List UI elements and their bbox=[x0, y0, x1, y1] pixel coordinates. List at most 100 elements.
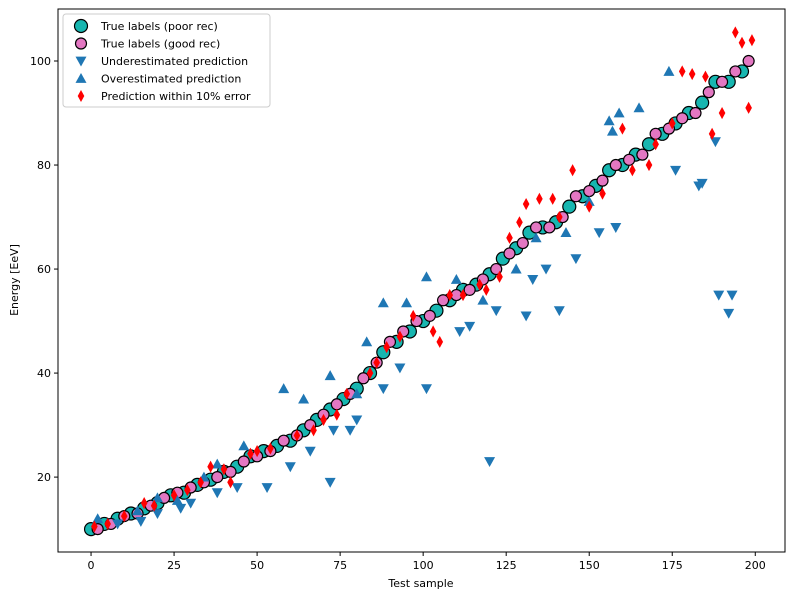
x-axis-label: Test sample bbox=[387, 577, 453, 590]
point bbox=[464, 321, 476, 332]
point bbox=[197, 476, 204, 489]
point bbox=[253, 445, 261, 458]
point bbox=[429, 325, 437, 338]
point bbox=[596, 174, 609, 187]
point bbox=[569, 164, 576, 177]
point bbox=[678, 65, 686, 78]
point bbox=[636, 148, 649, 161]
point bbox=[540, 264, 552, 275]
legend-marker bbox=[75, 56, 87, 67]
point bbox=[396, 330, 404, 343]
points bbox=[83, 26, 756, 537]
point bbox=[247, 447, 254, 460]
point bbox=[327, 425, 339, 436]
y-tick-label: 60 bbox=[37, 263, 51, 276]
point bbox=[175, 503, 187, 514]
point bbox=[459, 289, 467, 302]
y-axis-label: Energy [EeV] bbox=[8, 244, 21, 316]
point bbox=[454, 327, 466, 337]
legend-label: Prediction within 10% error bbox=[101, 90, 251, 103]
point bbox=[560, 227, 572, 238]
point bbox=[211, 488, 223, 499]
point bbox=[351, 415, 363, 426]
point bbox=[436, 335, 444, 348]
legend-label: Overestimated prediction bbox=[101, 73, 241, 86]
point bbox=[446, 289, 454, 302]
point bbox=[593, 228, 605, 239]
point bbox=[231, 483, 243, 494]
point bbox=[383, 341, 390, 354]
point bbox=[184, 484, 191, 497]
point bbox=[409, 309, 417, 322]
point bbox=[357, 372, 370, 385]
point bbox=[585, 200, 593, 213]
legend-marker bbox=[73, 18, 89, 34]
point bbox=[726, 290, 738, 301]
point bbox=[553, 306, 565, 317]
point bbox=[237, 455, 250, 468]
point bbox=[562, 199, 577, 214]
point bbox=[450, 273, 462, 284]
point bbox=[516, 236, 529, 250]
x-tick-label: 25 bbox=[167, 559, 181, 572]
point bbox=[330, 398, 343, 411]
point bbox=[298, 393, 310, 404]
x-tick-label: 175 bbox=[662, 559, 683, 572]
point bbox=[742, 54, 755, 68]
point bbox=[227, 476, 234, 489]
point bbox=[482, 283, 490, 296]
x-tick-label: 200 bbox=[745, 559, 766, 572]
point bbox=[633, 102, 645, 113]
point bbox=[619, 122, 626, 135]
point bbox=[732, 26, 739, 39]
point bbox=[745, 101, 752, 114]
point bbox=[709, 137, 721, 148]
point bbox=[278, 383, 290, 394]
point bbox=[516, 216, 523, 229]
point bbox=[530, 232, 542, 243]
x-tick-label: 75 bbox=[333, 559, 347, 572]
point bbox=[420, 271, 432, 282]
point bbox=[702, 86, 715, 99]
point bbox=[112, 519, 124, 530]
point bbox=[629, 164, 636, 177]
point bbox=[293, 429, 301, 442]
point bbox=[151, 492, 163, 503]
point bbox=[343, 387, 351, 400]
point bbox=[708, 127, 716, 140]
point bbox=[477, 294, 489, 305]
y-tick-label: 20 bbox=[37, 471, 51, 484]
legend-label: True labels (good rec) bbox=[100, 38, 220, 51]
point bbox=[436, 294, 450, 307]
point bbox=[310, 424, 317, 437]
x-tick-label: 100 bbox=[413, 559, 434, 572]
point bbox=[423, 309, 436, 322]
point bbox=[556, 210, 563, 224]
point bbox=[503, 247, 516, 260]
point bbox=[645, 158, 653, 172]
point bbox=[529, 221, 543, 234]
point bbox=[401, 297, 413, 308]
point bbox=[476, 278, 483, 291]
point bbox=[543, 221, 556, 234]
point bbox=[92, 513, 104, 524]
point bbox=[140, 497, 148, 510]
point bbox=[207, 460, 214, 473]
point bbox=[135, 516, 147, 527]
point bbox=[729, 65, 742, 78]
point bbox=[738, 36, 746, 49]
y-tick-label: 100 bbox=[30, 55, 51, 68]
point bbox=[606, 125, 618, 136]
point bbox=[351, 388, 363, 399]
point bbox=[490, 262, 503, 276]
point bbox=[377, 384, 389, 395]
point bbox=[463, 283, 476, 296]
x-tick-label: 50 bbox=[250, 559, 264, 572]
point bbox=[663, 65, 675, 76]
point bbox=[610, 223, 622, 233]
point bbox=[120, 510, 128, 523]
point bbox=[132, 505, 144, 516]
legend-marker bbox=[74, 37, 88, 50]
point bbox=[150, 499, 158, 512]
